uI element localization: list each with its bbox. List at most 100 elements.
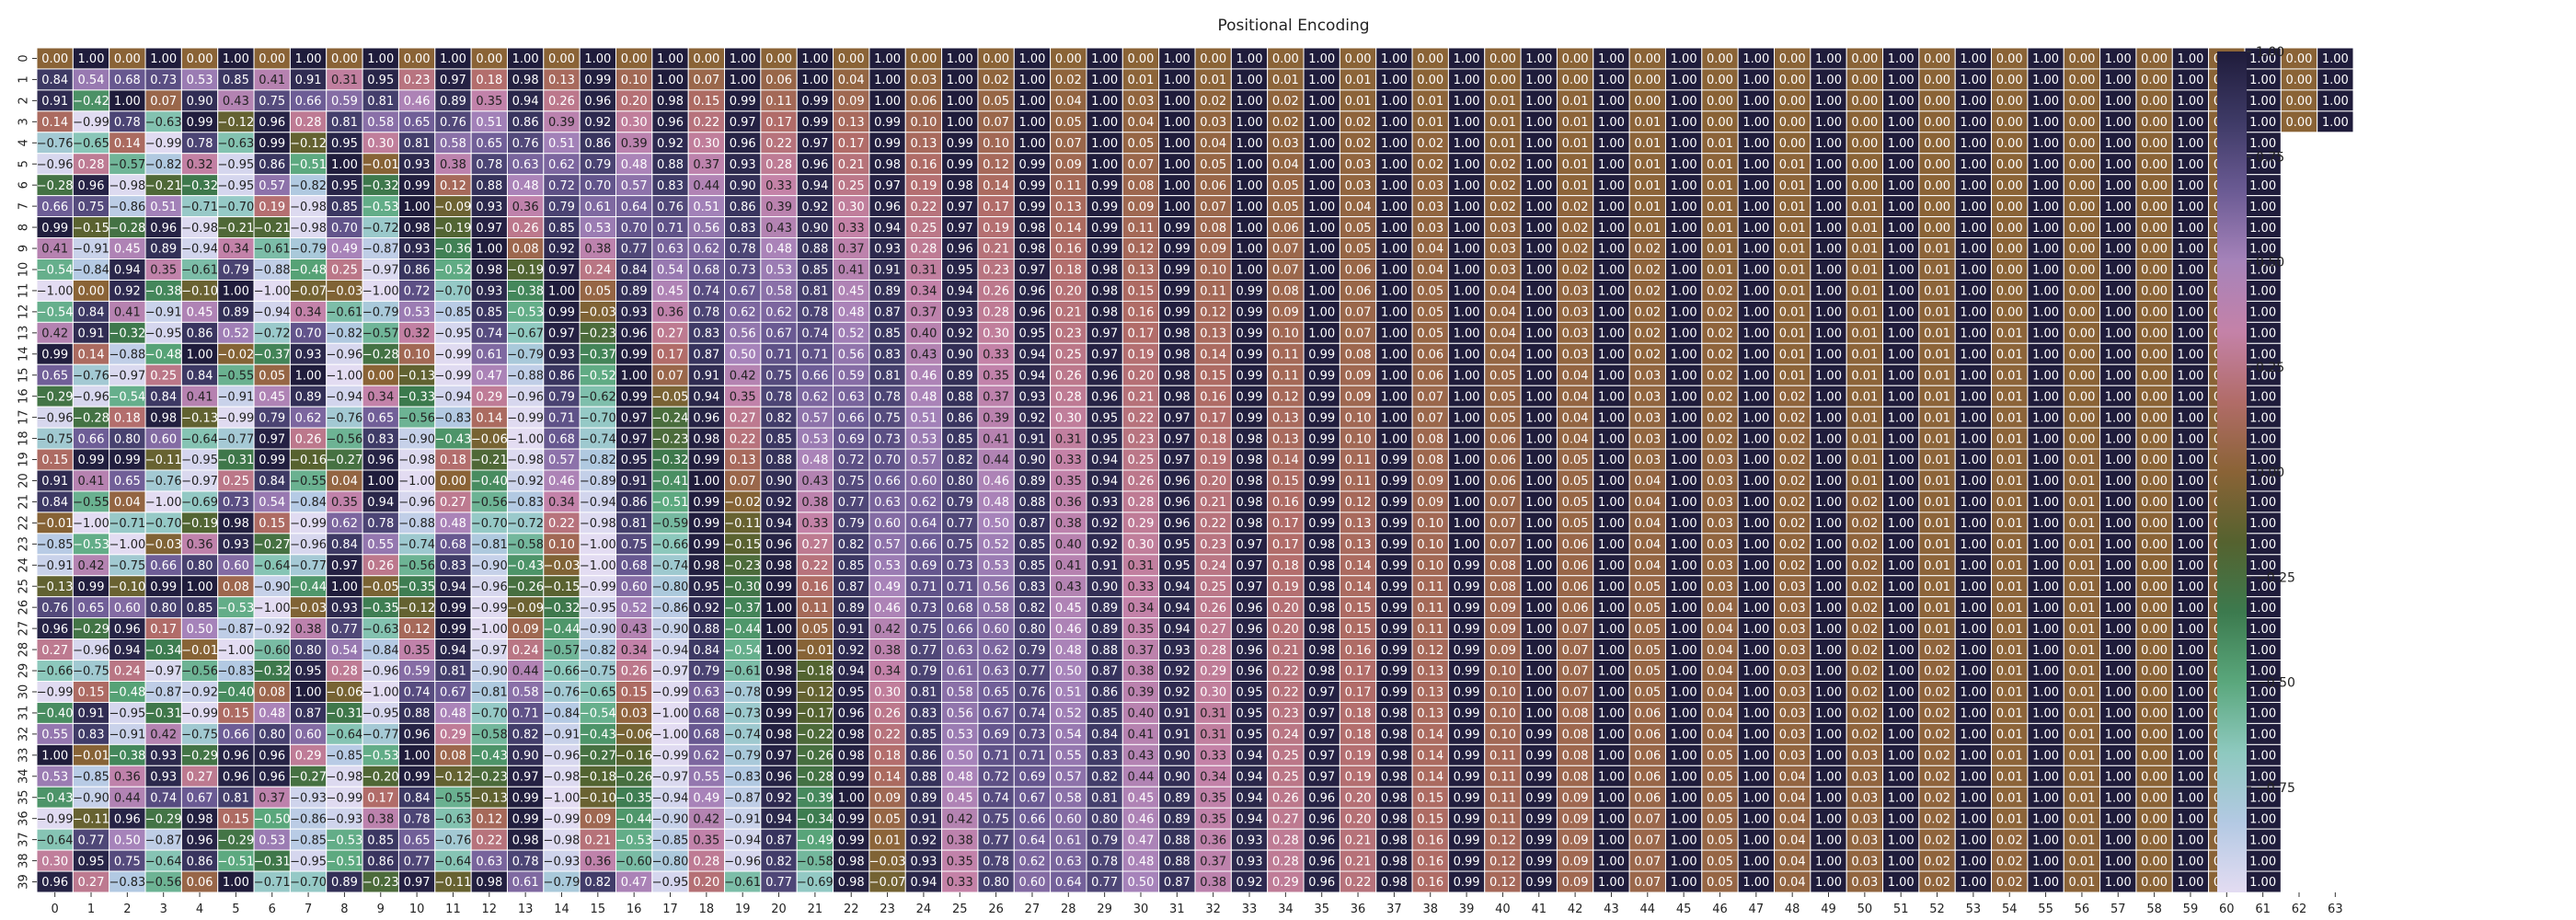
cell-value-label: 1.00 xyxy=(2105,729,2132,742)
cell-value-label: −0.74 xyxy=(724,729,761,742)
cell-value-label: 0.02 xyxy=(1417,137,1443,151)
cell-value-label: 0.96 xyxy=(1236,644,1263,658)
cell-value-label: 0.03 xyxy=(1128,95,1155,109)
cell-value-label: 0.99 xyxy=(1091,222,1118,236)
cell-value-label: 1.00 xyxy=(947,52,973,66)
cell-value-label: 0.74 xyxy=(150,791,177,805)
cell-value-label: 1.00 xyxy=(2177,812,2203,826)
cell-value-label: 1.00 xyxy=(1671,306,1697,320)
cell-value-label: −0.37 xyxy=(254,348,291,362)
cell-value-label: 0.98 xyxy=(1091,264,1118,278)
cell-value-label: 1.00 xyxy=(765,623,792,637)
cell-value-label: 1.00 xyxy=(1671,834,1697,847)
cell-value-label: −1.00 xyxy=(398,475,435,489)
cell-value-label: 0.01 xyxy=(2068,791,2095,805)
cell-value-label: 0.04 xyxy=(1417,264,1443,278)
cell-value-label: −0.10 xyxy=(109,581,145,594)
cell-value-label: −0.83 xyxy=(507,496,544,510)
cell-value-label: −0.81 xyxy=(471,538,508,552)
cell-value-label: 0.04 xyxy=(1779,812,1806,826)
cell-value-label: 0.63 xyxy=(874,496,901,510)
cell-value-label: 0.00 xyxy=(1996,264,2023,278)
cell-value-label: 0.01 xyxy=(2068,623,2095,637)
cell-value-label: 1.00 xyxy=(1742,348,1769,362)
cell-value-label: 0.01 xyxy=(2068,855,2095,868)
cell-value-label: 0.01 xyxy=(1851,390,1878,404)
cell-value-label: 1.00 xyxy=(1671,243,1697,257)
cell-value-label: 0.37 xyxy=(983,390,1009,404)
cell-value-label: 0.29 xyxy=(440,729,466,742)
cell-value-label: 0.05 xyxy=(259,369,285,383)
cell-value-label: 0.89 xyxy=(1164,791,1190,805)
cell-value-label: 0.51 xyxy=(693,201,719,214)
cell-value-label: 0.67 xyxy=(187,791,213,805)
cell-value-label: 0.94 xyxy=(1018,369,1045,383)
cell-value-label: 0.17 xyxy=(765,116,792,130)
cell-value-label: 0.13 xyxy=(1345,517,1372,531)
cell-value-label: 0.97 xyxy=(440,74,466,87)
cell-value-label: 0.00 xyxy=(259,52,285,66)
cell-value-label: 0.49 xyxy=(693,791,719,805)
cell-value-label: 1.00 xyxy=(367,475,394,489)
cell-value-label: 0.98 xyxy=(187,812,213,826)
cell-value-label: 1.00 xyxy=(2249,328,2276,341)
cell-value-label: 0.00 xyxy=(983,52,1009,66)
cell-value-label: 1.00 xyxy=(1815,855,1842,868)
cell-value-label: 0.27 xyxy=(78,876,105,890)
cell-value-label: 1.00 xyxy=(1598,116,1625,130)
cell-value-label: −0.26 xyxy=(507,581,544,594)
cell-value-label: 1.00 xyxy=(2249,623,2276,637)
cell-value-label: 1.00 xyxy=(2177,222,2203,236)
cell-value-label: 1.00 xyxy=(1598,432,1625,446)
cell-value-label: 0.01 xyxy=(2068,496,2095,510)
cell-value-label: 0.91 xyxy=(874,264,901,278)
cell-value-label: 1.00 xyxy=(1381,137,1408,151)
cell-value-label: 0.77 xyxy=(1018,665,1045,679)
cell-value-label: 0.99 xyxy=(838,834,865,847)
cell-value-label: 0.63 xyxy=(693,686,719,700)
cell-value-label: 0.01 xyxy=(2068,538,2095,552)
cell-value-label: 0.94 xyxy=(1236,791,1263,805)
cell-value-label: 1.00 xyxy=(2032,496,2059,510)
cell-value-label: 1.00 xyxy=(1960,475,1986,489)
cell-value-label: 1.00 xyxy=(1454,137,1480,151)
cell-value-label: 0.01 xyxy=(1924,475,1950,489)
cell-value-label: 0.07 xyxy=(730,475,756,489)
cell-value-label: 0.96 xyxy=(259,770,285,784)
cell-value-label: 0.24 xyxy=(114,665,141,679)
cell-value-label: 1.00 xyxy=(2032,602,2059,615)
cell-value-label: −0.05 xyxy=(652,390,689,404)
cell-value-label: 0.43 xyxy=(621,623,648,637)
cell-value-label: 1.00 xyxy=(2249,812,2276,826)
cell-value-label: 0.57 xyxy=(548,454,575,467)
cell-value-label: 0.01 xyxy=(1996,602,2023,615)
cell-value-label: 0.00 xyxy=(1779,74,1806,87)
cell-value-label: 0.93 xyxy=(331,602,358,615)
cell-value-label: 0.60 xyxy=(114,602,141,615)
cell-value-label: 0.00 xyxy=(2141,581,2168,594)
cell-value-label: 1.00 xyxy=(2032,179,2059,193)
cell-value-label: 0.75 xyxy=(910,623,937,637)
cell-value-label: 0.83 xyxy=(874,348,901,362)
cell-value-label: 0.83 xyxy=(693,328,719,341)
cell-value-label: 0.34 xyxy=(1200,770,1226,784)
cell-value-label: 1.00 xyxy=(1742,707,1769,721)
cell-value-label: −0.76 xyxy=(37,137,74,151)
cell-value-label: 1.00 xyxy=(1525,74,1552,87)
cell-value-label: 0.15 xyxy=(1272,475,1299,489)
cell-value-label: 0.00 xyxy=(1562,52,1589,66)
cell-value-label: 1.00 xyxy=(2177,602,2203,615)
cell-value-label: 1.00 xyxy=(1091,158,1118,172)
cell-value-label: 0.00 xyxy=(2068,411,2095,425)
cell-value-label: 0.99 xyxy=(41,222,68,236)
cell-value-label: 0.17 xyxy=(1200,411,1226,425)
cell-value-label: 0.88 xyxy=(404,707,431,721)
cell-value-label: 0.48 xyxy=(440,517,466,531)
cell-value-label: 0.01 xyxy=(1924,581,1950,594)
cell-value-label: 0.13 xyxy=(1417,707,1443,721)
cell-value-label: 0.02 xyxy=(1489,158,1516,172)
cell-value-label: 1.00 xyxy=(1742,95,1769,109)
cell-value-label: 0.01 xyxy=(1996,369,2023,383)
cell-value-label: 1.00 xyxy=(1960,707,1986,721)
cell-value-label: 0.80 xyxy=(983,876,1009,890)
